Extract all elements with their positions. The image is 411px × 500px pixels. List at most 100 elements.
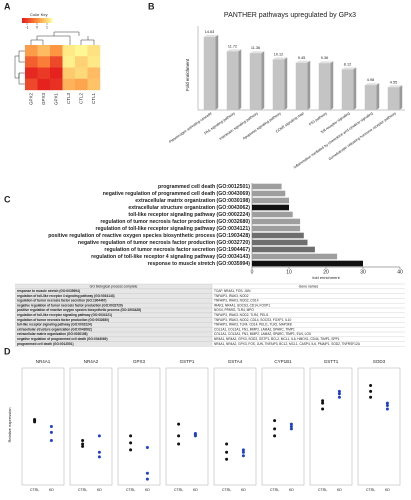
heatmap-cell xyxy=(50,56,63,68)
data-point xyxy=(49,439,53,443)
plot-frame xyxy=(309,367,353,486)
color-key-segment xyxy=(37,18,39,23)
bar xyxy=(252,246,315,253)
column-label: GPX3 xyxy=(41,93,46,106)
data-point xyxy=(369,384,373,388)
data-point xyxy=(241,450,245,454)
color-key-segment xyxy=(38,18,41,23)
panel-title: NR4A1 xyxy=(36,359,51,364)
table-cell: TNFAIP3, IRAK3, NOD2, CD14, SOCS3, FOXP1… xyxy=(214,318,291,322)
color-key-tick-label: 1 xyxy=(46,25,48,29)
bar xyxy=(318,63,331,110)
panel-title: SOD3 xyxy=(373,359,386,364)
bar-side xyxy=(376,83,380,110)
y-tick-label: toll-like receptor signaling pathway (GO… xyxy=(128,212,250,218)
data-point xyxy=(289,427,293,431)
x-tick-label: CTRL xyxy=(126,488,135,492)
table-cell: regulation of toll-like receptor 4 signa… xyxy=(17,294,115,298)
data-point xyxy=(369,389,373,393)
data-point xyxy=(129,434,133,438)
bar xyxy=(341,69,354,110)
table-cell: response to muscle stretch (GO:0035994) xyxy=(17,289,80,293)
x-tick-label: KD xyxy=(97,488,102,492)
data-point xyxy=(289,425,293,428)
bar-top xyxy=(272,57,288,60)
value-label: 4.98 xyxy=(367,78,374,82)
color-key-segment xyxy=(22,18,24,23)
data-point xyxy=(289,422,293,426)
heatmap-cell xyxy=(37,45,51,57)
table-column-shade xyxy=(15,284,212,347)
panel-label: D xyxy=(4,346,11,356)
column-label: GPX1 xyxy=(53,93,58,106)
x-axis-label: fold enrichment xyxy=(312,275,340,280)
data-point xyxy=(177,434,181,438)
table-cell: TCAP, NR4A1, FOS, JUN xyxy=(214,289,251,293)
heatmap-cell xyxy=(62,78,76,91)
bar-top xyxy=(341,67,357,70)
heatmap-cell xyxy=(50,67,63,79)
bar xyxy=(364,85,377,110)
value-label: 4.55 xyxy=(390,80,397,84)
table-header: Gene names xyxy=(299,284,319,288)
data-point xyxy=(225,442,229,446)
bar xyxy=(252,211,293,218)
data-point xyxy=(129,441,133,445)
panel-label: B xyxy=(148,1,155,11)
table-cell: IRAK3, NR4A1, SOCS3, CD14, FOXP1 xyxy=(214,303,270,307)
value-label: 11.72 xyxy=(228,44,237,48)
panel-title: GSTP1 xyxy=(180,359,195,364)
color-key-segment xyxy=(29,18,32,23)
bar xyxy=(387,87,400,110)
data-point xyxy=(369,395,373,399)
table-cell: COL1A1, COL3A1, FN1, MMP2, LAMA2, SPARC,… xyxy=(214,327,295,331)
heatmap-cell xyxy=(37,67,51,79)
color-key-segment xyxy=(35,18,38,23)
data-point xyxy=(321,399,325,403)
bar-top xyxy=(318,61,334,64)
column-dendrogram xyxy=(30,31,95,45)
value-label: 9.36 xyxy=(321,56,328,60)
value-label: 10.12 xyxy=(274,52,284,56)
data-point xyxy=(33,420,37,424)
bar xyxy=(249,53,262,110)
bar xyxy=(272,59,285,110)
color-key-segment xyxy=(28,18,30,23)
data-point xyxy=(49,430,53,434)
heatmap-cell xyxy=(25,45,38,57)
color-key-segment xyxy=(43,18,45,23)
panel-title: CYP1B1 xyxy=(274,359,292,364)
y-tick-label: negative regulation of tumor necrosis fa… xyxy=(78,240,250,246)
plot-frame xyxy=(117,367,161,486)
x-tick-label: KD xyxy=(145,488,150,492)
table-cell: negative regulation of tumor necrosis fa… xyxy=(17,303,123,307)
x-tick-label: CTRL xyxy=(318,488,327,492)
data-point xyxy=(273,427,277,431)
y-tick-label: regulation of toll-like receptor 4 signa… xyxy=(91,254,250,260)
data-point xyxy=(81,444,85,448)
bar xyxy=(252,197,289,204)
x-tick-label: Plasminogen activating cascade xyxy=(168,111,212,144)
heatmap-cell xyxy=(75,78,88,91)
bar xyxy=(226,51,239,110)
data-point xyxy=(177,422,181,426)
column-label: GPX2 xyxy=(28,93,33,106)
chart-title: PANTHER pathways upregulated by GPx3 xyxy=(224,12,356,19)
data-point xyxy=(337,392,341,396)
color-key-segment xyxy=(46,18,48,23)
x-tick-label: CTRL xyxy=(270,488,279,492)
x-tick-label: CTRL xyxy=(30,488,39,492)
value-label: 11.36 xyxy=(251,46,260,50)
heatmap-cell xyxy=(50,78,63,91)
bar-side xyxy=(330,61,334,110)
y-axis-label: Relative expression xyxy=(7,408,12,443)
table-cell: positive regulation of reactive oxygen s… xyxy=(17,308,141,312)
bar-side xyxy=(399,85,403,110)
table-cell: COL1A1, COL3A1, FN1, MMP2, LAMA2, SPARC,… xyxy=(214,332,312,336)
column-label: CTL3 xyxy=(66,93,71,105)
x-tick-label: CTRL xyxy=(366,488,375,492)
data-point xyxy=(81,439,85,443)
table-cell: negative regulation of programmed cell d… xyxy=(17,337,108,341)
y-tick-label: extracellular matrix organization (GO:00… xyxy=(135,198,250,204)
